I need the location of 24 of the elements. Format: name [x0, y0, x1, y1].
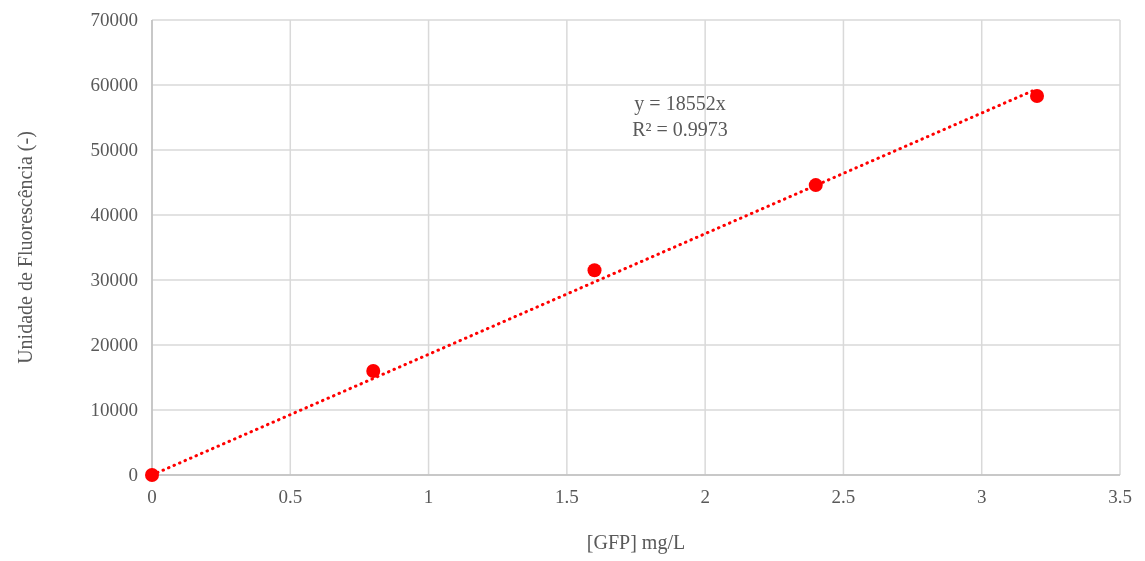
point	[145, 468, 159, 482]
x-tick-label: 0.5	[278, 486, 303, 507]
x-tick-label: 1	[423, 486, 434, 507]
x-axis-title: [GFP] mg/L	[586, 531, 686, 554]
y-tick-label: 10000	[90, 399, 138, 420]
y-tick-label: 40000	[90, 204, 138, 225]
x-tick-label: 1.5	[554, 486, 579, 507]
x-tick-label: 0	[147, 486, 157, 507]
y-tick-label: 0	[128, 464, 138, 485]
y-tick-label: 20000	[90, 334, 138, 355]
y-tick-label: 50000	[90, 139, 138, 160]
y-axis-title: Unidade de Fluorescência (-)	[14, 131, 37, 364]
point	[587, 263, 602, 278]
point	[1030, 89, 1045, 104]
x-tick-label: 3.5	[1108, 486, 1132, 507]
x-tick-label: 2.5	[831, 486, 856, 507]
point	[366, 364, 381, 378]
x-tick-label: 3	[976, 486, 987, 507]
annotation: R² = 0.9973	[632, 118, 728, 140]
y-tick-label: 60000	[90, 74, 138, 95]
y-tick-label: 70000	[90, 9, 138, 30]
x-tick-label: 2	[700, 486, 710, 507]
y-tick-label: 30000	[90, 269, 138, 290]
annotation: y = 18552x	[634, 92, 726, 115]
